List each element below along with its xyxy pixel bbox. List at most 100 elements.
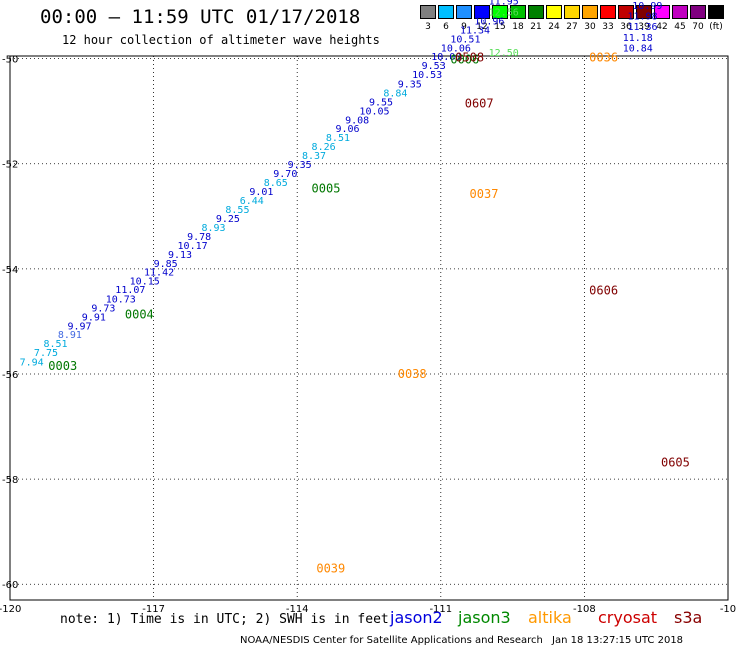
wave-height-label: 9.97 bbox=[67, 321, 91, 332]
pass-label: 0005 bbox=[312, 182, 341, 196]
footer-timestamp: Jan 18 13:27:15 UTC 2018 bbox=[552, 635, 684, 646]
wave-height-label: 12.56 bbox=[489, 8, 519, 19]
page-title: 00:00 – 11:59 UTC 01/17/2018 bbox=[40, 6, 361, 28]
wave-height-label: 8.91 bbox=[58, 330, 82, 341]
wave-height-label: 11.95 bbox=[489, 0, 519, 7]
lat-tick-label: -54 bbox=[2, 265, 18, 276]
wave-height-label: 9.55 bbox=[369, 97, 393, 108]
pass-label: 0036 bbox=[589, 50, 618, 64]
lon-tick-label: -10 bbox=[720, 604, 736, 615]
wave-height-label: 7.94 bbox=[20, 358, 44, 369]
wave-height-label: 9.78 bbox=[187, 232, 211, 243]
pass-label: 0038 bbox=[398, 367, 427, 381]
lat-tick-label: -52 bbox=[2, 160, 18, 171]
lat-tick-label: -58 bbox=[2, 475, 18, 486]
legend-s3a: s3a bbox=[674, 608, 703, 627]
scale-swatch bbox=[474, 5, 490, 19]
scale-label: 39 bbox=[638, 22, 650, 32]
page-subtitle: 12 hour collection of altimeter wave hei… bbox=[62, 33, 380, 47]
scale-swatch bbox=[708, 5, 724, 19]
scale-swatch bbox=[456, 5, 472, 19]
scale-swatch bbox=[438, 5, 454, 19]
wave-height-label: 10.99 bbox=[632, 1, 662, 12]
wave-height-label: 11.18 bbox=[623, 33, 653, 44]
scale-label: 3 bbox=[425, 22, 431, 32]
lat-tick-label: -56 bbox=[2, 370, 18, 381]
wave-height-label: 8.51 bbox=[44, 339, 68, 350]
scale-label: 15 bbox=[494, 22, 506, 32]
scale-label: 9 bbox=[461, 22, 467, 32]
wave-height-label: 9.08 bbox=[345, 115, 369, 126]
lat-tick-label: -50 bbox=[2, 55, 18, 66]
lon-tick-label: -117 bbox=[142, 604, 165, 615]
scale-swatch bbox=[600, 5, 616, 19]
scale-label: 24 bbox=[548, 22, 560, 32]
wave-height-label: 10.00 bbox=[431, 52, 461, 63]
wave-height-label: 8.84 bbox=[383, 88, 407, 99]
scale-label: 33 bbox=[602, 22, 614, 32]
wave-height-label: 6.44 bbox=[240, 196, 264, 207]
wave-height-label: 12.50 bbox=[489, 48, 519, 59]
wave-height-label: 10.06 bbox=[441, 43, 471, 54]
pass-label: 0606 bbox=[589, 284, 618, 298]
wave-height-label: 8.93 bbox=[201, 223, 225, 234]
scale-swatch bbox=[546, 5, 562, 19]
wave-height-label: 8.26 bbox=[312, 142, 336, 153]
scale-label: 36 bbox=[620, 22, 632, 32]
scale-swatch bbox=[420, 5, 436, 19]
lon-tick-label: -111 bbox=[429, 604, 452, 615]
wave-height-label: 9.73 bbox=[91, 303, 115, 314]
wave-height-label: 9.91 bbox=[82, 312, 106, 323]
scale-swatch bbox=[510, 5, 526, 19]
lon-tick-label: -108 bbox=[573, 604, 596, 615]
scale-swatch bbox=[636, 5, 652, 19]
wave-height-label: 9.25 bbox=[216, 214, 240, 225]
lat-tick-label: -60 bbox=[2, 580, 18, 591]
wave-height-label: 10.15 bbox=[130, 277, 160, 288]
pass-label: 0039 bbox=[316, 562, 345, 576]
scale-swatch bbox=[582, 5, 598, 19]
legend-altika: altika bbox=[528, 608, 572, 627]
pass-label: 0605 bbox=[661, 455, 690, 469]
wave-height-label: 10.05 bbox=[359, 106, 389, 117]
scale-label: 6 bbox=[443, 22, 449, 32]
pass-label: 0003 bbox=[48, 359, 77, 373]
scale-label: 18 bbox=[512, 22, 524, 32]
lon-tick-label: -114 bbox=[286, 604, 309, 615]
scale-swatch bbox=[690, 5, 706, 19]
wave-height-label: 10.51 bbox=[450, 34, 480, 45]
scale-label: 70 bbox=[692, 22, 704, 32]
wave-height-label: 11.98 bbox=[627, 12, 657, 23]
wave-height-label: 9.13 bbox=[168, 250, 192, 261]
wave-height-label: 9.70 bbox=[273, 169, 297, 180]
wave-height-label: 9.35 bbox=[288, 160, 312, 171]
scale-swatch bbox=[618, 5, 634, 19]
scale-swatch bbox=[654, 5, 670, 19]
wave-height-label: 9.35 bbox=[398, 80, 422, 91]
wave-height-label: 11.06 bbox=[637, 0, 667, 1]
pass-label: 0607 bbox=[465, 97, 494, 111]
wave-height-label: 7.75 bbox=[34, 348, 58, 359]
scale-swatch bbox=[492, 5, 508, 19]
scale-label: 30 bbox=[584, 22, 596, 32]
pass-label: 0508 bbox=[455, 50, 484, 64]
wave-height-label: 11.07 bbox=[115, 285, 145, 296]
scale-label: (ft) bbox=[709, 22, 723, 32]
wave-height-label: 9.85 bbox=[154, 259, 178, 270]
lon-tick-label: -120 bbox=[0, 604, 21, 615]
wave-height-label: 10.53 bbox=[412, 70, 442, 81]
scale-swatch bbox=[528, 5, 544, 19]
scale-label: 27 bbox=[566, 22, 578, 32]
scale-swatch bbox=[672, 5, 688, 19]
wave-height-label: 10.96 bbox=[474, 16, 504, 27]
pass-label: 0004 bbox=[125, 307, 154, 321]
footer-credit: NOAA/NESDIS Center for Satellite Applica… bbox=[240, 635, 543, 646]
units-note: note: 1) Time is in UTC; 2) SWH is in fe… bbox=[60, 612, 389, 627]
legend-jason3: jason3 bbox=[458, 608, 511, 627]
legend-cryosat: cryosat bbox=[598, 608, 658, 627]
legend-jason2: jason2 bbox=[390, 608, 443, 627]
wave-height-label: 8.37 bbox=[302, 151, 326, 162]
scale-label: 12 bbox=[476, 22, 488, 32]
wave-height-label: 10.17 bbox=[178, 241, 208, 252]
